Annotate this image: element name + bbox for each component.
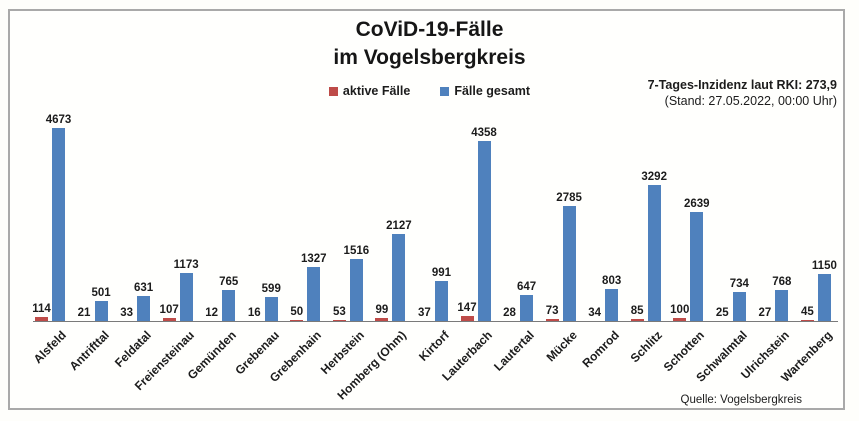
total-cases-bar: 2127	[386, 220, 412, 322]
total-cases-value-label: 599	[261, 283, 281, 296]
active-cases-bar: 107	[160, 304, 179, 322]
total-cases-value-label: 768	[772, 276, 792, 289]
legend-label-active-cases: aktive Fälle	[342, 84, 411, 98]
active-cases-value-label: 12	[205, 306, 219, 319]
active-cases-value-label: 45	[800, 306, 814, 319]
total-cases-bar: 4358	[471, 127, 497, 322]
total-cases-value-label: 2639	[683, 198, 710, 211]
total-cases-value-label: 647	[516, 281, 537, 294]
total-cases-value-label: 4673	[45, 114, 72, 126]
active-cases-value-label: 37	[418, 306, 431, 319]
total-cases-value-label: 765	[219, 276, 239, 289]
active-cases-bar: 50	[290, 306, 304, 322]
active-cases-value-label: 114	[32, 303, 51, 316]
active-cases-value-label: 73	[545, 305, 559, 317]
chart-title-line1: CoViD-19-Fälle	[355, 18, 504, 41]
active-cases-bar: 147	[457, 302, 477, 322]
total-cases-value-label: 1150	[811, 260, 837, 273]
total-cases-bar: 768	[772, 276, 791, 322]
active-cases-value-label: 28	[503, 306, 516, 319]
total-cases-value-label: 803	[602, 274, 622, 287]
legend-swatch-blue-icon	[440, 86, 450, 96]
total-cases-bar: 501	[91, 287, 111, 322]
chart-frame	[8, 9, 845, 410]
active-cases-bar: 99	[375, 304, 389, 322]
total-cases-value-label: 501	[91, 287, 111, 300]
active-cases-value-label: 147	[457, 301, 477, 314]
total-cases-value-label: 2785	[556, 192, 582, 205]
active-cases-value-label: 27	[758, 306, 772, 319]
active-cases-value-label: 100	[670, 303, 690, 316]
active-cases-value-label: 33	[120, 306, 133, 319]
chart-title: CoViD-19-Fälle im Vogelsbergkreis	[0, 16, 859, 72]
total-cases-value-label: 1173	[173, 259, 199, 272]
active-cases-value-label: 25	[715, 306, 729, 319]
active-cases-value-label: 53	[332, 305, 346, 318]
total-cases-bar: 3292	[641, 171, 667, 322]
incidence-value: 7-Tages-Inzidenz laut RKI: 273,9	[647, 78, 837, 92]
active-cases-bar: 114	[32, 303, 51, 322]
active-cases-value-label: 85	[630, 304, 644, 317]
total-cases-value-label: 631	[134, 281, 154, 294]
active-cases-value-label: 16	[247, 306, 261, 319]
active-cases-bar: 53	[332, 306, 346, 322]
active-cases-bar: 85	[630, 305, 644, 322]
total-cases-bar: 631	[134, 282, 153, 322]
legend-item-total-cases: Fälle gesamt	[440, 84, 530, 98]
active-cases-value-label: 21	[77, 306, 91, 319]
legend-swatch-red-icon	[328, 86, 338, 96]
incidence-note: 7-Tages-Inzidenz laut RKI: 273,9 (Stand:…	[648, 77, 837, 109]
total-cases-value-label: 734	[729, 277, 749, 290]
total-cases-value-label: 1327	[301, 252, 327, 265]
total-cases-value-label: 1516	[343, 245, 370, 258]
chart-title-line2: im Vogelsbergkreis	[333, 46, 526, 69]
x-axis-line	[33, 321, 838, 322]
legend-item-active-cases: aktive Fälle	[328, 84, 411, 98]
active-cases-value-label: 107	[159, 303, 179, 316]
total-cases-bar: 1327	[301, 253, 327, 322]
total-cases-bar: 2639	[684, 198, 710, 322]
total-cases-bar: 599	[262, 283, 281, 322]
total-cases-bar: 1150	[812, 260, 837, 322]
total-cases-bar: 647	[517, 281, 536, 322]
source-note: Quelle: Vogelsbergkreis	[680, 394, 802, 406]
active-cases-value-label: 99	[375, 303, 389, 316]
active-cases-bar: 100	[670, 304, 689, 322]
total-cases-bar: 1516	[344, 245, 369, 322]
total-cases-bar: 991	[432, 267, 451, 322]
total-cases-bar: 2785	[556, 192, 582, 322]
active-cases-value-label: 34	[588, 306, 602, 319]
total-cases-value-label: 4358	[471, 127, 497, 140]
total-cases-bar: 803	[602, 275, 621, 322]
total-cases-value-label: 991	[431, 266, 452, 279]
total-cases-bar: 4673	[46, 114, 71, 322]
incidence-date: (Stand: 27.05.2022, 00:00 Uhr)	[664, 94, 837, 108]
total-cases-value-label: 2127	[386, 219, 412, 232]
total-cases-bar: 734	[730, 278, 749, 322]
chart-legend: aktive Fälle Fälle gesamt	[0, 84, 859, 98]
active-cases-bar: 73	[545, 305, 559, 322]
active-cases-value-label: 50	[290, 305, 304, 318]
legend-label-total-cases: Fälle gesamt	[454, 84, 531, 98]
total-cases-value-label: 3292	[641, 171, 667, 184]
total-cases-bar: 1173	[174, 259, 199, 322]
total-cases-bar: 765	[219, 276, 238, 322]
